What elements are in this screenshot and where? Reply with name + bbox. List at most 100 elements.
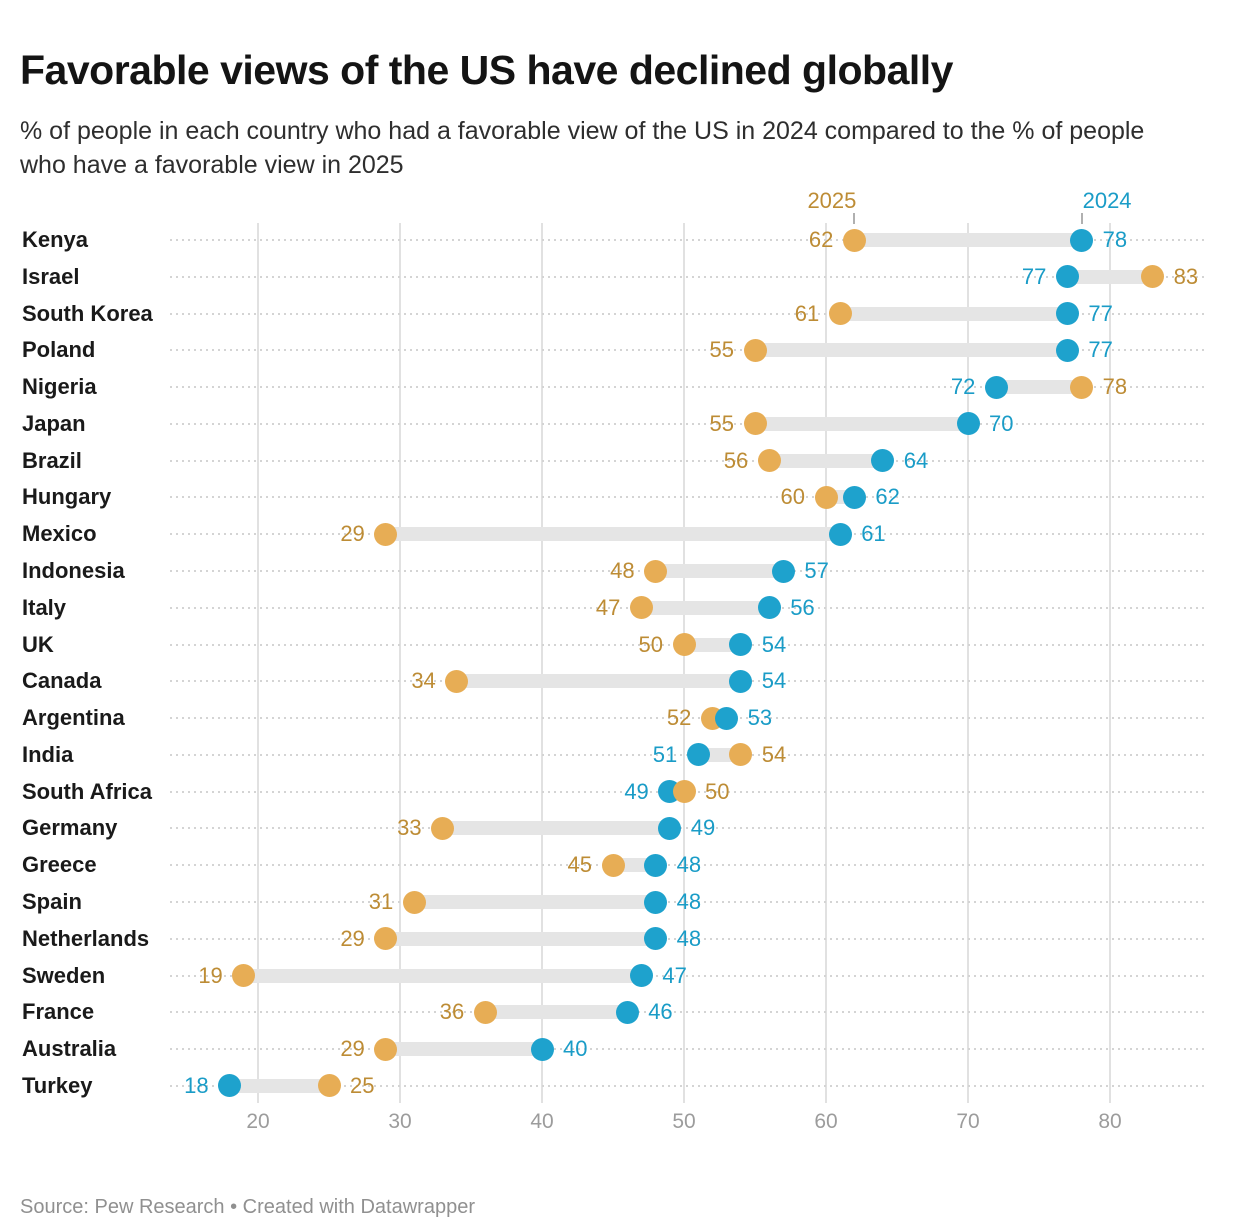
dot-2024[interactable] [956, 412, 980, 436]
value-label-2025: 25 [350, 1072, 375, 1098]
connector [748, 343, 1075, 358]
value-label-2025: 60 [780, 484, 805, 510]
dot-2024[interactable] [644, 927, 668, 951]
dot-2025[interactable] [672, 633, 696, 657]
row-gridline [170, 901, 1206, 904]
dot-2025[interactable] [828, 302, 852, 326]
dot-2024[interactable] [828, 522, 852, 546]
row-gridline [170, 717, 1206, 720]
dot-2025[interactable] [757, 449, 781, 473]
x-gridline [541, 223, 543, 1103]
category-label: Hungary [22, 484, 112, 510]
dot-2025[interactable] [743, 338, 767, 362]
dot-2024[interactable] [842, 485, 866, 509]
dot-2024[interactable] [218, 1074, 242, 1098]
connector [648, 564, 791, 579]
dot-2025[interactable] [431, 816, 455, 840]
chart-title: Favorable views of the US have declined … [20, 47, 953, 94]
dot-2025[interactable] [629, 596, 653, 620]
dot-2024[interactable] [715, 706, 739, 730]
value-label-2025: 47 [595, 594, 621, 620]
dot-2024[interactable] [686, 743, 710, 767]
value-label-2024: 51 [652, 741, 678, 767]
connector [222, 1078, 336, 1093]
value-label-2025: 56 [723, 447, 749, 473]
value-label-2025: 50 [705, 778, 730, 804]
value-label-2025: 54 [761, 741, 787, 767]
value-label-2024: 47 [662, 962, 687, 988]
value-label-2024: 18 [184, 1072, 209, 1098]
category-label: Germany [22, 815, 118, 841]
value-label-2025: 48 [610, 558, 635, 584]
category-label: UK [22, 631, 54, 657]
value-label-2025: 45 [567, 852, 592, 878]
category-label: Australia [22, 1036, 117, 1062]
row-gridline [170, 974, 1206, 977]
connector [378, 527, 848, 542]
category-label: Turkey [22, 1072, 93, 1098]
x-axis-tick: 20 [246, 1110, 270, 1133]
dot-2025[interactable] [473, 1000, 497, 1024]
value-label-2024: 46 [648, 999, 673, 1025]
x-axis-tick: 60 [814, 1110, 838, 1133]
dot-2024[interactable] [1070, 228, 1094, 252]
connector [378, 1042, 549, 1057]
dot-2025[interactable] [317, 1074, 341, 1098]
value-label-2024: 61 [861, 521, 886, 547]
value-label-2024: 56 [790, 594, 815, 620]
dot-2024[interactable] [658, 816, 682, 840]
dot-2024[interactable] [1055, 265, 1079, 289]
category-label: Italy [22, 594, 67, 620]
dot-2025[interactable] [1141, 265, 1165, 289]
connector [989, 380, 1089, 395]
dot-2025[interactable] [374, 522, 398, 546]
row-gridline [170, 312, 1206, 315]
value-label-2025: 33 [397, 815, 422, 841]
x-axis-tick: 70 [956, 1110, 980, 1133]
dot-2025[interactable] [672, 780, 696, 804]
legend-tick-2024 [1080, 213, 1083, 224]
dot-2024[interactable] [615, 1000, 639, 1024]
dot-2024[interactable] [729, 669, 753, 693]
category-label: Israel [22, 263, 80, 289]
dot-2025[interactable] [601, 853, 625, 877]
dot-2025[interactable] [402, 890, 426, 914]
dot-2025[interactable] [729, 743, 753, 767]
dot-2025[interactable] [814, 485, 838, 509]
dot-2025[interactable] [1070, 375, 1094, 399]
dot-2024[interactable] [984, 375, 1008, 399]
dot-2025[interactable] [842, 228, 866, 252]
dot-2024[interactable] [629, 964, 653, 988]
dot-2025[interactable] [374, 1037, 398, 1061]
x-gridline [683, 223, 685, 1103]
dot-2024[interactable] [644, 890, 668, 914]
row-gridline [170, 827, 1206, 830]
dot-2025[interactable] [232, 964, 256, 988]
value-label-2024: 40 [563, 1036, 588, 1062]
dot-2024[interactable] [771, 559, 795, 583]
dot-2025[interactable] [743, 412, 767, 436]
value-label-2024: 49 [690, 815, 716, 841]
x-axis-tick: 80 [1098, 1110, 1122, 1133]
connector [833, 306, 1075, 321]
value-label-2024: 49 [624, 778, 649, 804]
category-label: Argentina [22, 705, 125, 731]
dot-2024[interactable] [530, 1037, 554, 1061]
value-label-2024: 48 [676, 852, 702, 878]
value-label-2025: 62 [808, 227, 834, 252]
dot-2024[interactable] [644, 853, 668, 877]
dot-2025[interactable] [445, 669, 469, 693]
category-label: Indonesia [22, 558, 125, 584]
value-label-2025: 55 [709, 337, 734, 363]
dot-2024[interactable] [757, 596, 781, 620]
category-label: India [22, 741, 74, 767]
dot-2024[interactable] [1055, 338, 1079, 362]
dot-2025[interactable] [644, 559, 668, 583]
value-label-2024: 77 [1021, 263, 1047, 289]
dot-2024[interactable] [729, 633, 753, 657]
connector [478, 1005, 635, 1020]
dot-2025[interactable] [374, 927, 398, 951]
row-gridline [170, 1048, 1206, 1051]
dot-2024[interactable] [1055, 302, 1079, 326]
dot-2024[interactable] [871, 449, 895, 473]
